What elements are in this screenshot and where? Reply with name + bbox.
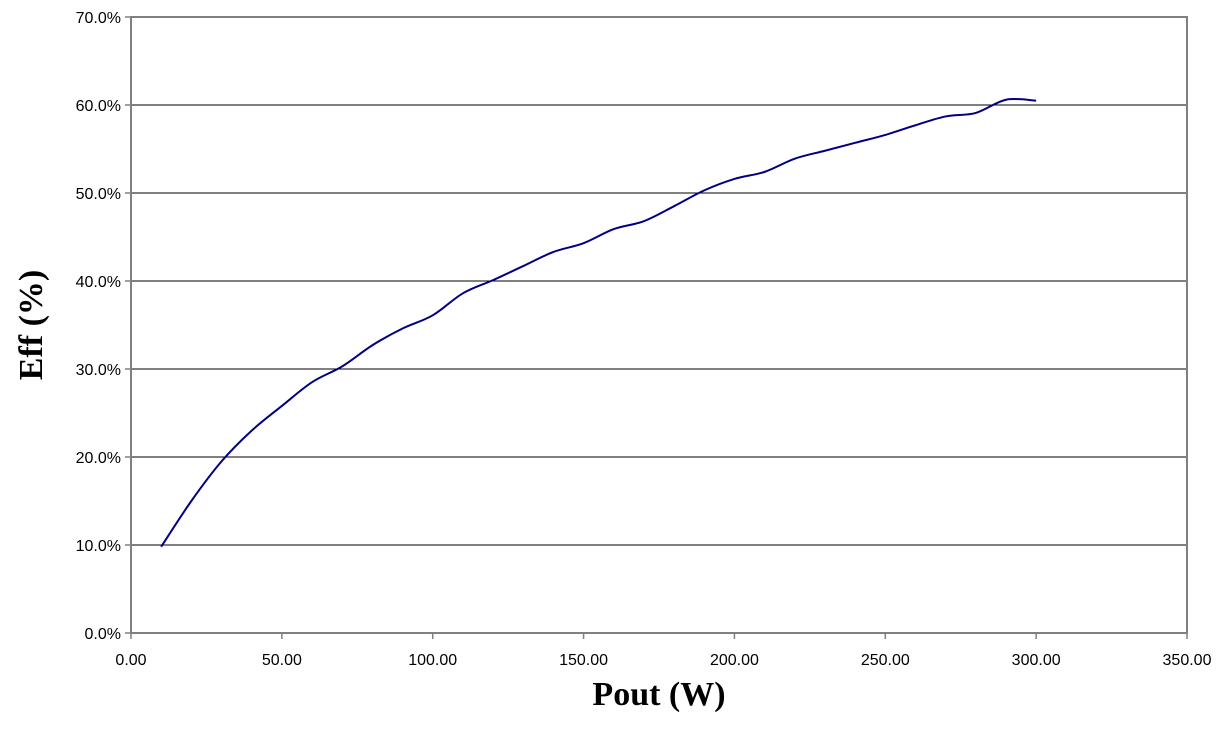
x-tick-label: 200.00: [710, 652, 759, 669]
x-tick-label: 0.00: [115, 652, 146, 669]
x-tick-label: 250.00: [861, 652, 910, 669]
y-axis-title: Eff (%): [13, 270, 50, 380]
x-tick-label: 350.00: [1163, 652, 1212, 669]
y-tick-label: 30.0%: [76, 362, 121, 379]
data-series: [160, 97, 1037, 548]
y-tick-label: 50.0%: [76, 186, 121, 203]
grid-lines: [131, 104, 1187, 546]
x-tick-label: 50.00: [262, 652, 302, 669]
x-tick-label: 300.00: [1012, 652, 1061, 669]
y-tick-label: 20.0%: [76, 450, 121, 467]
x-axis-title: Pout (W): [592, 676, 725, 713]
y-tick-label: 40.0%: [76, 274, 121, 291]
x-tick-label: 150.00: [559, 652, 608, 669]
y-tick-label: 10.0%: [76, 538, 121, 555]
axis-ticks: 0.0% 10.0% 20.0% 30.0% 40.0% 50.0% 60.0% 70.0% 0…: [76, 10, 1212, 669]
efficiency-series-line: [160, 97, 1037, 548]
y-tick-label: 0.0%: [85, 626, 121, 643]
x-tick-label: 100.00: [408, 652, 457, 669]
y-tick-label: 70.0%: [76, 10, 121, 27]
y-tick-label: 60.0%: [76, 98, 121, 115]
plot-area-frame: [130, 16, 1188, 634]
